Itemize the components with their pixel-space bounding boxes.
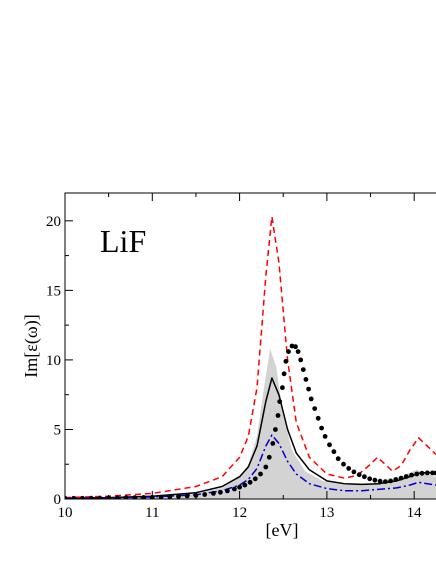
series-4-point-37 [293,344,298,350]
series-4-point-42 [306,386,311,392]
series-2-dashed-line [65,215,436,499]
series-4-point-6 [115,495,120,499]
y-tick-label: 15 [46,283,61,299]
series-4-point-53 [351,469,357,475]
series-4-point-65 [414,471,420,477]
series-4-point-1 [71,495,77,499]
series-4-point-17 [211,491,216,496]
series-4-point-4 [97,495,103,499]
series-4-point-32 [280,385,285,391]
series-4-point-18 [218,489,223,495]
series-4-point-54 [356,472,362,478]
x-tick-label: 10 [58,505,73,521]
series-4-point-47 [322,434,328,439]
series-4-point-61 [393,477,399,482]
series-4-point-19 [225,488,230,494]
series-4-point-7 [123,495,129,499]
series-4-point-68 [430,470,435,476]
series-4-point-69 [433,470,436,476]
series-4-point-26 [263,464,269,470]
series-4-point-20 [232,486,237,492]
series-4-point-8 [132,495,138,499]
series-4-point-33 [281,371,287,377]
series-4-point-11 [158,494,164,499]
series-4-point-60 [388,478,393,484]
series-4-dots [65,343,436,499]
x-axis-label: [eV] [266,520,299,540]
plot-area [65,215,436,499]
series-0-shaded-area [65,348,436,499]
series-4-point-16 [202,492,208,497]
y-tick-label: 5 [54,422,62,438]
series-4-point-52 [346,466,352,471]
series-4-point-41 [303,377,309,382]
series-4-point-0 [65,495,68,499]
series-4-point-48 [327,442,332,448]
series-4-point-39 [298,357,304,363]
axes: 10 11 12 13 14 0 5 10 15 20 [46,192,436,521]
series-4-point-21 [237,484,243,490]
series-4-point-34 [283,358,289,364]
series-4-point-22 [242,482,248,488]
series-4-point-55 [362,474,367,480]
series-4-point-27 [266,454,272,460]
series-4-point-63 [403,474,409,479]
series-4-point-50 [335,456,341,462]
series-4-point-62 [398,475,404,481]
series-4-point-64 [409,472,414,478]
series-4-point-56 [367,476,373,482]
series-4-point-35 [286,349,291,354]
x-tick-label: 12 [232,505,247,521]
series-4-point-29 [273,427,278,432]
series-4-point-58 [377,478,383,484]
y-axis-label: Im[ε(ω)] [21,314,42,377]
series-4-point-40 [300,367,306,372]
series-4-point-28 [270,441,276,446]
y-tick-label: 0 [54,492,62,508]
series-4-point-67 [424,470,430,476]
series-4-point-13 [176,494,181,499]
series-4-point-51 [341,461,346,467]
series-4-point-9 [141,495,146,499]
series-4-point-38 [295,349,301,354]
series-4-point-31 [277,399,283,404]
series-4-point-2 [80,495,85,499]
series-4-point-45 [315,415,321,421]
y-tick-label: 10 [46,353,61,369]
series-4-point-12 [167,494,173,499]
series-4-point-66 [419,470,425,476]
series-4-point-59 [383,479,388,484]
series-4-point-23 [247,479,253,485]
series-4-point-3 [88,495,94,499]
x-tick-label: 13 [319,505,334,521]
y-tick-label: 20 [46,214,61,230]
series-4-point-24 [252,476,258,482]
series-4-point-44 [312,406,318,411]
x-tick-label: 11 [145,505,159,521]
series-4-point-43 [308,396,314,402]
chart-annotation-label: LiF [100,223,146,259]
series-4-point-25 [258,471,263,477]
x-tick-label: 14 [407,505,423,521]
series-4-point-57 [372,477,378,483]
series-4-point-30 [275,413,281,418]
series-4-point-49 [331,449,337,455]
series-4-point-14 [184,493,190,499]
series-4-point-46 [319,425,324,431]
plot-frame [64,192,436,500]
